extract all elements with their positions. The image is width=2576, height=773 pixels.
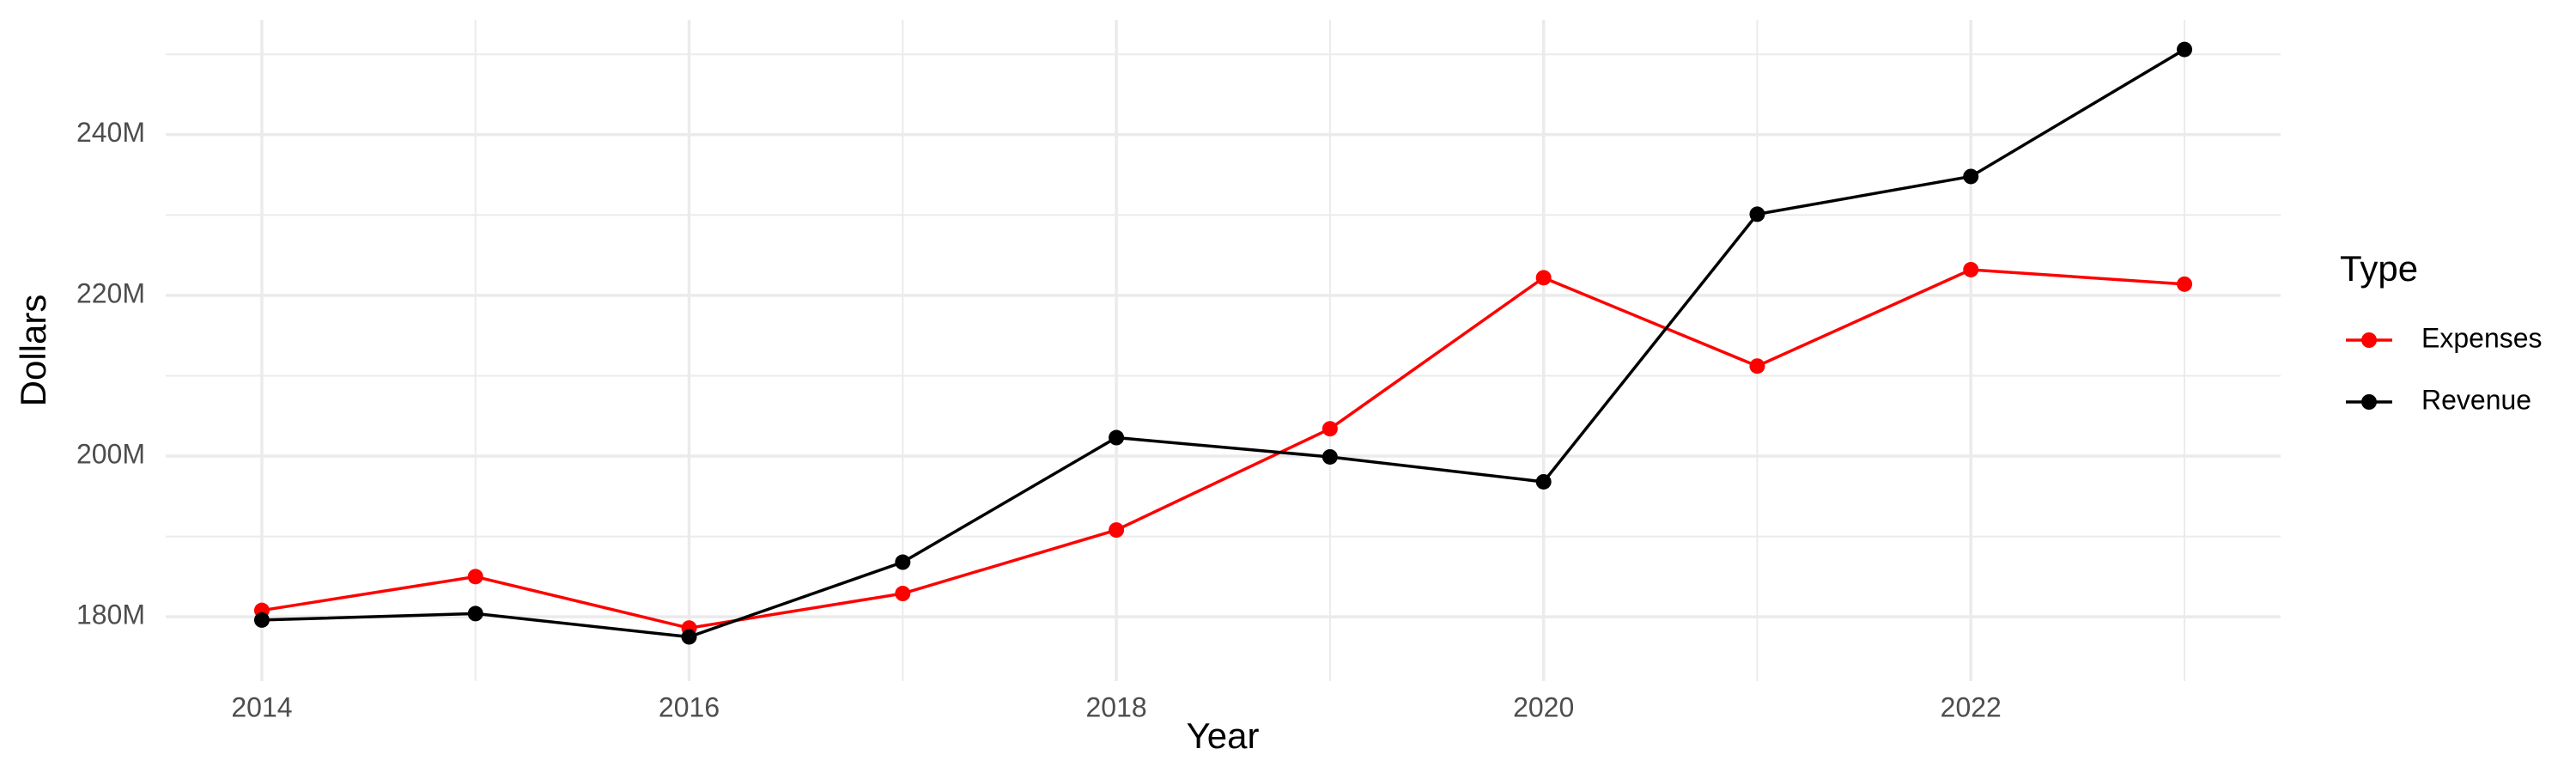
data-point xyxy=(1963,168,1979,185)
data-point xyxy=(1963,261,1979,277)
data-point xyxy=(895,554,911,570)
y-tick-label: 180M xyxy=(76,600,145,630)
x-tick-label: 2014 xyxy=(231,691,292,722)
y-tick-label: 240M xyxy=(76,117,145,148)
data-point xyxy=(253,612,270,628)
data-point xyxy=(467,606,483,622)
data-point xyxy=(681,629,697,645)
y-axis-title: Dollars xyxy=(13,295,53,407)
data-point xyxy=(467,569,483,585)
legend-key-point xyxy=(2361,394,2377,410)
data-point xyxy=(1749,358,1765,374)
x-tick-label: 2018 xyxy=(1086,691,1147,722)
data-point xyxy=(1109,429,1125,446)
y-tick-label: 220M xyxy=(76,277,145,308)
x-tick-label: 2022 xyxy=(1941,691,2002,722)
data-point xyxy=(2177,276,2193,292)
x-tick-label: 2016 xyxy=(659,691,720,722)
data-point xyxy=(895,586,911,602)
series-line xyxy=(261,48,2185,639)
x-tick-label: 2020 xyxy=(1513,691,1574,722)
data-point xyxy=(1749,206,1765,222)
data-point xyxy=(2177,41,2193,58)
legend-title: Type xyxy=(2340,248,2418,289)
data-point xyxy=(1321,421,1338,437)
data-point xyxy=(1321,448,1338,465)
y-tick-label: 200M xyxy=(76,438,145,469)
x-axis-title: Year xyxy=(1187,715,1260,756)
data-point xyxy=(1535,270,1552,286)
legend-key-point xyxy=(2361,332,2377,348)
legend-label: Revenue xyxy=(2421,384,2531,415)
series-line xyxy=(261,268,2185,630)
legend-label: Expenses xyxy=(2421,322,2543,353)
data-point xyxy=(1109,522,1125,539)
data-point xyxy=(1535,473,1552,490)
